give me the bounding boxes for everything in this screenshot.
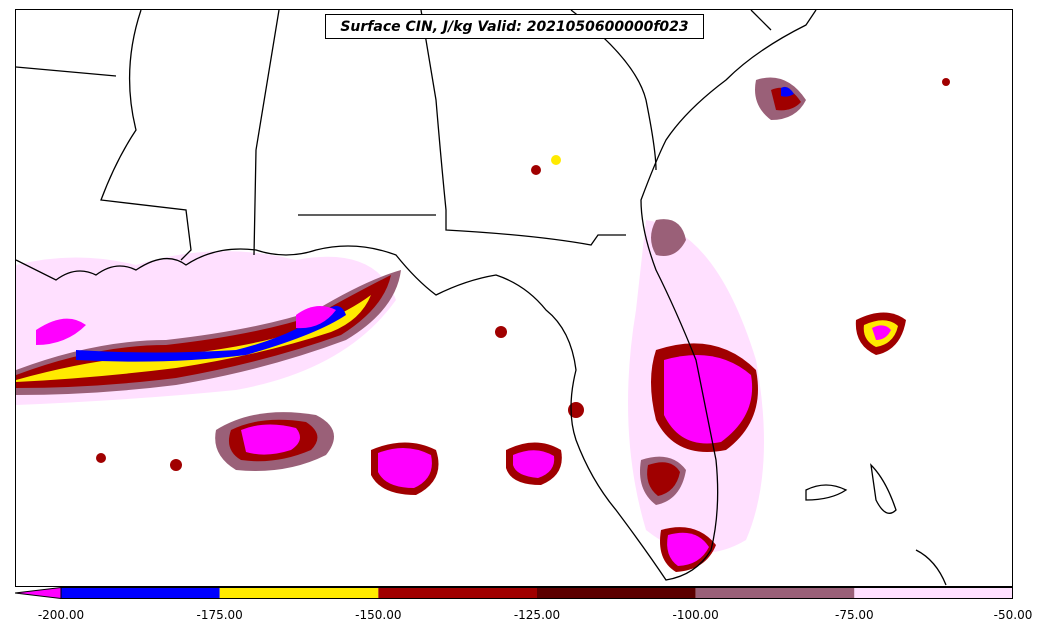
cin-blob [872, 325, 891, 340]
cin-blob [781, 86, 794, 97]
island-coastline [915, 549, 947, 586]
colorbar-segment [61, 587, 220, 599]
state-border [100, 10, 192, 261]
colorbar [15, 587, 1013, 599]
cin-dot [551, 155, 561, 165]
cin-dot [96, 453, 106, 463]
colorbar-segment [695, 587, 855, 599]
cin-blob [513, 450, 555, 478]
colorbar-tick-label: -125.00 [513, 608, 561, 622]
cin-dot [495, 326, 507, 338]
state-border [253, 10, 280, 256]
cin-band-yellow [16, 295, 371, 382]
colorbar-tick-label: -100.00 [672, 608, 719, 622]
colorbar-segment [219, 587, 379, 599]
state-border [750, 10, 772, 31]
colorbar-segment [854, 587, 1013, 599]
cin-blob [378, 447, 432, 488]
colorbar-tick-label: -175.00 [196, 608, 243, 622]
map-title: Surface CIN, J/kg Valid: 2021050600000f0… [325, 14, 704, 39]
colorbar-segment [378, 587, 537, 599]
cin-band-blue [76, 306, 346, 362]
colorbar-outline [60, 587, 1013, 599]
cin-dot [531, 165, 541, 175]
cin-dot [170, 459, 182, 471]
cin-map [16, 10, 950, 586]
cin-blob [664, 355, 753, 444]
cin-band-magenta [296, 306, 336, 329]
colorbar-tick-label: -150.00 [355, 608, 402, 622]
cin-dot [568, 402, 584, 418]
cin-band-magenta [36, 318, 86, 345]
state-border [420, 10, 626, 246]
colorbar-tick-label: -200.00 [37, 608, 85, 622]
cin-dot [942, 78, 950, 86]
coastlines-and-borders [16, 10, 947, 586]
map-panel [15, 9, 1013, 587]
colorbar-tick-label: -50.00 [993, 608, 1033, 622]
cin-blob [647, 462, 680, 496]
coastline [16, 10, 817, 581]
cin-blob [651, 219, 686, 256]
cin-shading [16, 77, 950, 572]
state-border [16, 66, 117, 77]
cin-blob [667, 532, 709, 566]
cin-blob [241, 424, 300, 455]
island-coastline [805, 484, 848, 501]
island-coastline [870, 463, 897, 514]
colorbar-tick-label: -75.00 [834, 608, 874, 622]
colorbar-extend-triangle [15, 587, 62, 599]
colorbar-segment [537, 587, 696, 599]
